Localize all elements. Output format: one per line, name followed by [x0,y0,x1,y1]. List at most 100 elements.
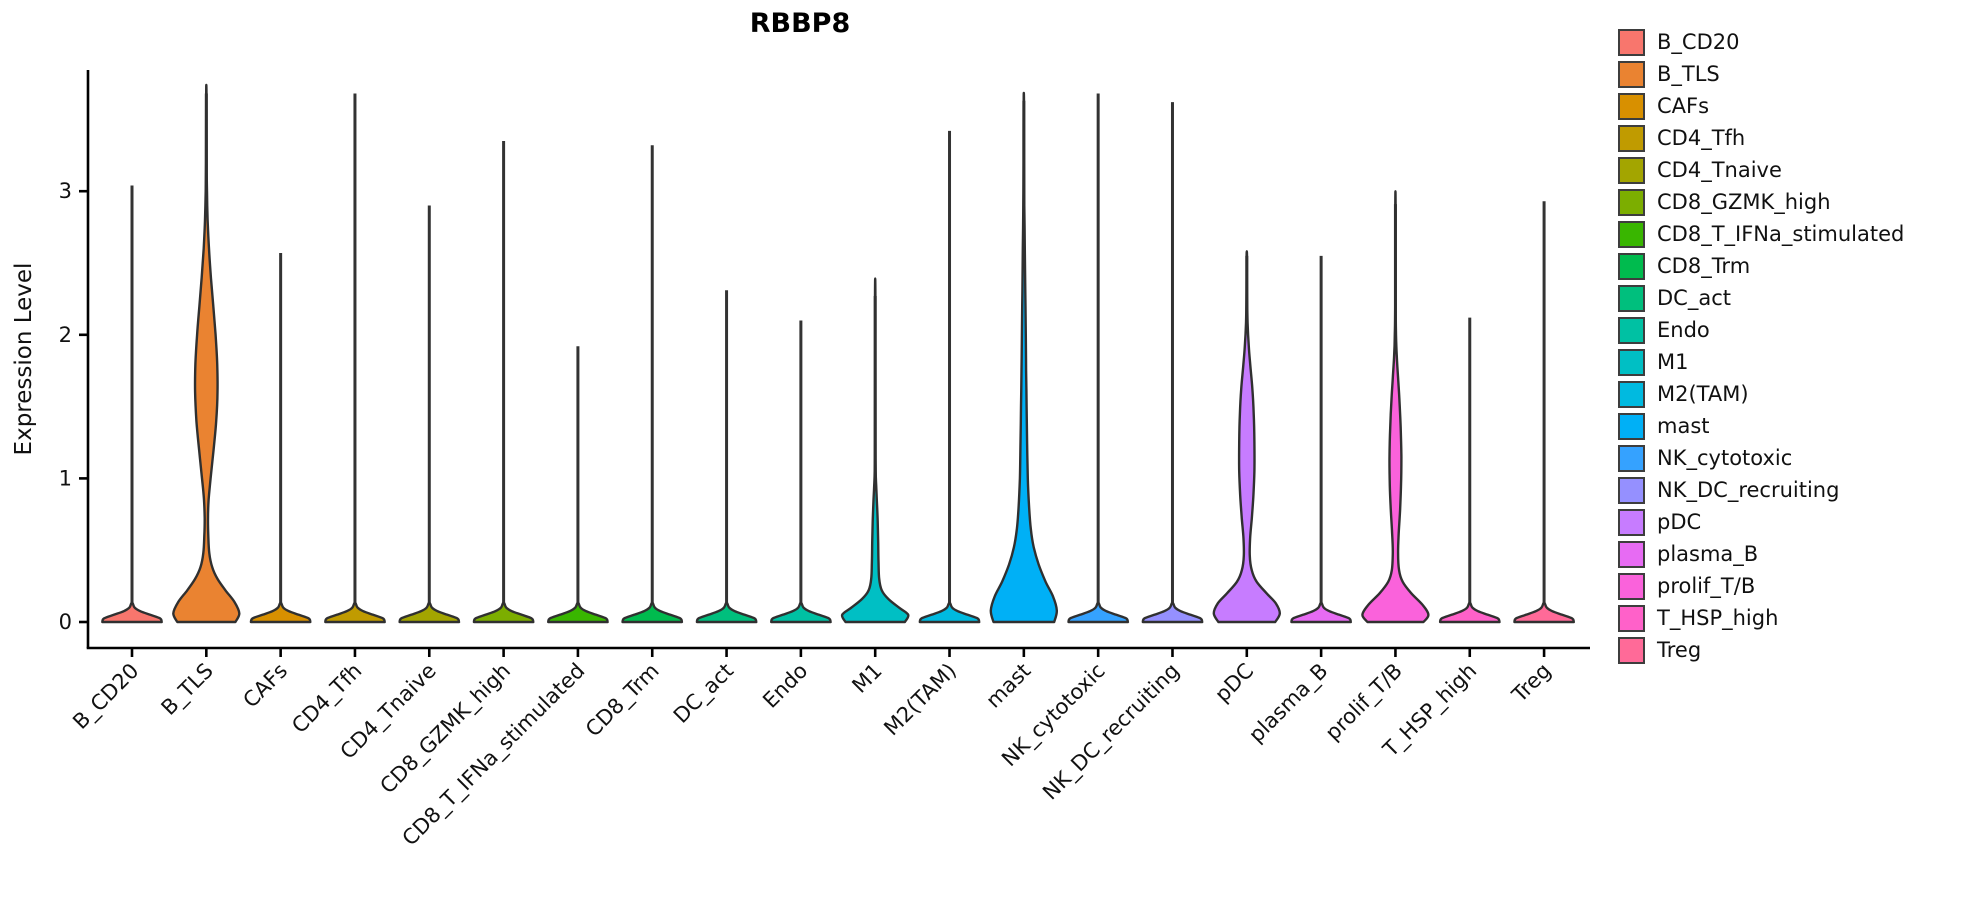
legend-label: CD8_Trm [1657,253,1751,278]
legend-label: T_HSP_high [1657,605,1779,630]
legend-swatch-mast [1618,412,1645,440]
violin-treg [1513,601,1575,624]
legend-label: Treg [1657,637,1702,662]
legend-label: pDC [1657,509,1702,534]
x-tick-label-b-cd20: B_CD20 [68,659,144,735]
violin-m1 [840,277,910,624]
y-tick-label: 1 [59,466,72,490]
legend-swatch-treg [1618,636,1645,664]
legend-label: NK_DC_recruiting [1657,477,1840,502]
legend-swatch-b-cd20 [1618,28,1645,56]
legend-item-dc-act: DC_act [1618,282,1904,314]
legend-label: CAFs [1657,93,1710,118]
x-tick-label-mast: mast [981,659,1035,713]
legend-item-b-cd20: B_CD20 [1618,26,1904,58]
legend-swatch-cd8-trm [1618,252,1645,280]
legend-item-endo: Endo [1618,314,1904,346]
violin-prolif-t-b [1361,190,1430,624]
violin-cd8-gzmk-high [472,601,535,624]
x-tick-label-treg: Treg [1507,659,1556,708]
legend-swatch-cd4-tnaive [1618,156,1645,184]
legend-item-pdc: pDC [1618,506,1904,538]
violin-cd8-t-ifna-stimulated [547,601,609,624]
legend-label: M2(TAM) [1657,381,1749,406]
chart-title: RBBP8 [749,8,851,39]
legend-label: M1 [1657,349,1689,374]
violin-cd8-trm [621,601,684,624]
legend-swatch-cd8-gzmk-high [1618,188,1645,216]
violin-cd4-tnaive [398,601,461,624]
violin-t-hsp-high [1438,601,1501,624]
legend-swatch-cd8-t-ifna-stimulated [1618,220,1645,248]
y-tick-label: 3 [59,179,72,203]
legend-swatch-m1 [1618,348,1645,376]
violin-mast [989,91,1059,624]
legend-item-treg: Treg [1618,634,1904,666]
legend-label: DC_act [1657,285,1731,310]
x-tick-label-dc-act: DC_act [669,659,739,729]
legend-swatch-m2-tam [1618,380,1645,408]
legend-item-cd8-trm: CD8_Trm [1618,250,1904,282]
y-tick-label: 0 [59,610,72,634]
legend-item-t-hsp-high: T_HSP_high [1618,602,1904,634]
violin-cd4-tfh [324,601,386,624]
legend-item-b-tls: B_TLS [1618,58,1904,90]
legend-label: NK_cytotoxic [1657,445,1793,470]
legend-swatch-cd4-tfh [1618,124,1645,152]
violin-pdc [1212,250,1281,624]
legend: B_CD20 B_TLS CAFs CD4_Tfh CD4_Tnaive CD8_GZMK… [1618,26,1904,666]
legend-item-m1: M1 [1618,346,1904,378]
legend-item-plasma-b: plasma_B [1618,538,1904,570]
legend-label: CD8_GZMK_high [1657,189,1831,214]
violin-plasma-b [1290,601,1352,624]
legend-swatch-endo [1618,316,1645,344]
legend-swatch-b-tls [1618,60,1645,88]
y-tick-label: 2 [59,323,72,347]
violin-cafs [249,601,312,624]
violin-nk-dc-recruiting [1141,601,1204,624]
x-tick-label-m2-tam: M2(TAM) [879,659,961,741]
legend-item-nk-dc-recruiting: NK_DC_recruiting [1618,474,1904,506]
legend-label: Endo [1657,317,1710,342]
violin-b-tls [172,83,241,624]
x-tick-label-pdc: pDC [1210,659,1258,707]
x-tick-label-b-tls: B_TLS [157,659,219,721]
legend-label: CD8_T_IFNa_stimulated [1657,221,1905,246]
legend-label: B_CD20 [1657,29,1740,54]
x-tick-label-endo: Endo [758,659,812,713]
legend-item-cd4-tfh: CD4_Tfh [1618,122,1904,154]
legend-item-cd8-gzmk-high: CD8_GZMK_high [1618,186,1904,218]
legend-item-nk-cytotoxic: NK_cytotoxic [1618,442,1904,474]
x-tick-label-nk-dc-recruiting: NK_DC_recruiting [1038,659,1185,806]
legend-label: B_TLS [1657,61,1720,86]
legend-item-cd4-tnaive: CD4_Tnaive [1618,154,1904,186]
legend-label: mast [1657,413,1710,438]
legend-label: CD4_Tfh [1657,125,1746,150]
legend-swatch-prolif-t-b [1618,572,1645,600]
violin-dc-act [695,601,758,624]
legend-label: plasma_B [1657,541,1759,566]
x-tick-label-cd8-gzmk-high: CD8_GZMK_high [375,659,515,799]
x-tick-label-cd8-trm: CD8_Trm [581,659,665,743]
legend-swatch-t-hsp-high [1618,604,1645,632]
violin-nk-cytotoxic [1067,601,1130,624]
legend-item-m2-tam: M2(TAM) [1618,378,1904,410]
violin-b-cd20 [101,601,163,624]
legend-swatch-pdc [1618,508,1645,536]
legend-label: prolif_T/B [1657,573,1756,598]
legend-swatch-nk-cytotoxic [1618,444,1645,472]
legend-swatch-nk-dc-recruiting [1618,476,1645,504]
x-tick-label-plasma-b: plasma_B [1244,659,1333,748]
legend-item-cd8-t-ifna-stimulated: CD8_T_IFNa_stimulated [1618,218,1904,250]
x-tick-label-m1: M1 [848,659,887,698]
legend-swatch-dc-act [1618,284,1645,312]
legend-swatch-cafs [1618,92,1645,120]
legend-item-mast: mast [1618,410,1904,442]
violin-endo [770,601,832,624]
legend-item-cafs: CAFs [1618,90,1904,122]
legend-item-prolif-t-b: prolif_T/B [1618,570,1904,602]
violin-m2-tam [918,601,981,624]
x-tick-label-cafs: CAFs [238,659,292,713]
